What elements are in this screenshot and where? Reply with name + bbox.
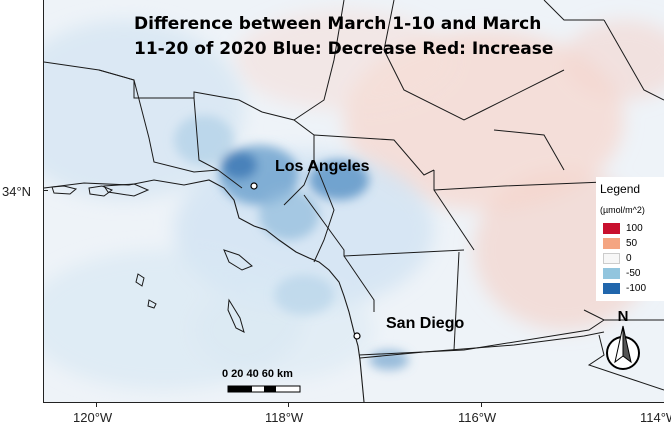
- legend-swatch: [603, 223, 620, 234]
- north-label: N: [618, 308, 629, 325]
- y-tick-label-34n: 34°N: [2, 184, 32, 199]
- legend-label: -50: [626, 268, 641, 279]
- legend-swatch: [603, 268, 620, 279]
- map-frame: [43, 0, 664, 403]
- y-tick-34n: [43, 190, 48, 191]
- map-canvas: [44, 0, 664, 402]
- map-title: Difference between March 1-10 and March …: [134, 14, 554, 59]
- legend-title: Legend: [600, 182, 641, 196]
- channel-islands: [51, 183, 253, 333]
- x-tick-label-118w: 118°W: [265, 410, 304, 425]
- legend-entry: 0: [603, 253, 632, 264]
- legend-swatch: [603, 283, 620, 294]
- legend-entry: 100: [603, 223, 643, 234]
- legend-entry: -50: [603, 268, 640, 279]
- los-angeles-marker: [250, 182, 258, 190]
- x-tick-118w: [288, 402, 289, 407]
- legend-unit: (µmol/m^2): [600, 205, 645, 215]
- legend-entry: 50: [603, 238, 637, 249]
- legend: Legend (µmol/m^2) 100 50 0 -50 -100: [596, 177, 666, 301]
- san-diego-marker: [353, 332, 361, 340]
- legend-entry: -100: [603, 283, 646, 294]
- san-diego-label: San Diego: [386, 315, 465, 332]
- legend-swatch: [603, 238, 620, 249]
- legend-label: 50: [626, 238, 638, 249]
- scalebar-labels: 0 20 40 60 km: [222, 368, 293, 380]
- los-angeles-label: Los Angeles: [275, 158, 370, 175]
- coastline: [44, 179, 365, 402]
- international-border: [359, 331, 605, 359]
- legend-label: 100: [626, 223, 643, 234]
- x-tick-116w: [481, 402, 482, 407]
- north-arrow-icon: N: [606, 308, 640, 370]
- scalebar: [227, 385, 301, 393]
- x-tick-label-116w: 116°W: [458, 410, 497, 425]
- x-tick-120w: [96, 402, 97, 407]
- decrease-hotspots: [174, 115, 409, 370]
- north-arrow: N: [598, 304, 648, 381]
- legend-label: -100: [626, 283, 647, 294]
- county-boundaries: [44, 0, 664, 391]
- x-tick-label-120w: 120°W: [73, 410, 113, 425]
- legend-swatch: [603, 253, 620, 264]
- legend-label: 0: [626, 253, 632, 264]
- x-tick-label-114w: 114°W: [640, 410, 671, 425]
